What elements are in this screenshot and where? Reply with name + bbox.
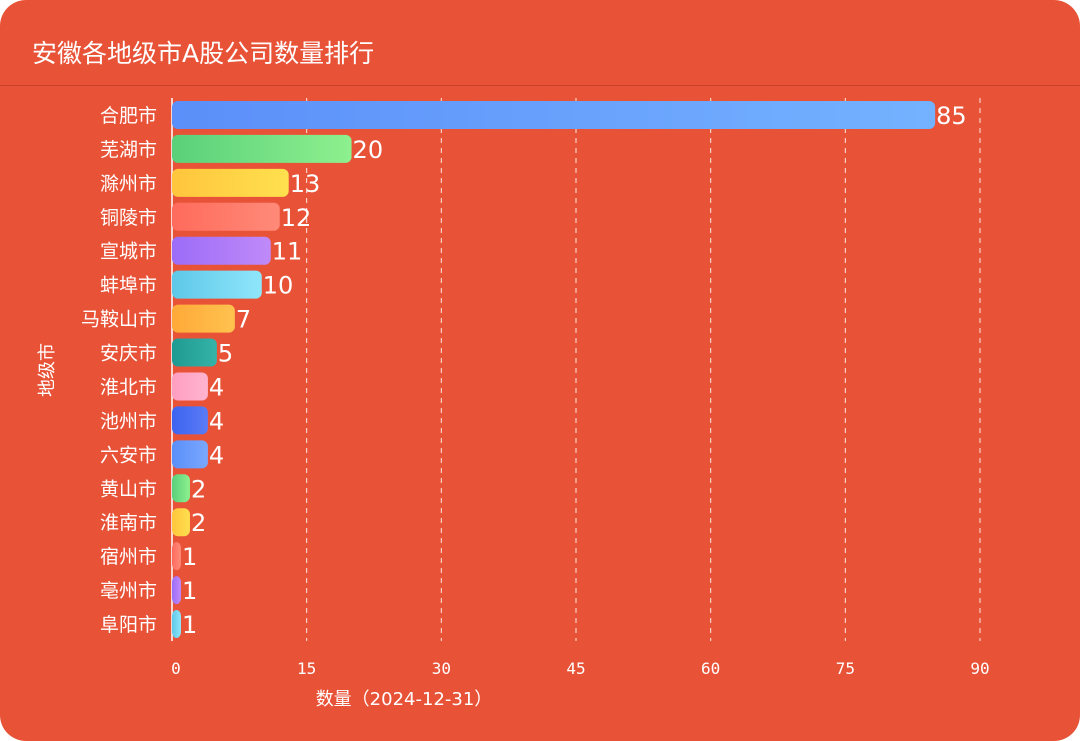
category-label: 铜陵市 bbox=[100, 207, 157, 229]
bar[interactable] bbox=[172, 610, 181, 639]
bar[interactable] bbox=[172, 406, 208, 435]
value-label: 2 bbox=[191, 475, 206, 503]
bars bbox=[172, 100, 936, 639]
x-tick-label: 15 bbox=[297, 659, 316, 678]
bar[interactable] bbox=[172, 542, 181, 571]
value-label: 11 bbox=[272, 238, 303, 266]
value-label: 85 bbox=[936, 102, 967, 130]
category-label: 六安市 bbox=[100, 444, 157, 466]
bar[interactable] bbox=[172, 270, 262, 299]
category-label: 宣城市 bbox=[100, 241, 157, 263]
bar[interactable] bbox=[172, 304, 235, 333]
x-tick-label: 0 bbox=[171, 659, 181, 678]
y-axis-title: 地级市 bbox=[37, 343, 58, 397]
bar[interactable] bbox=[172, 440, 208, 469]
category-label: 黄山市 bbox=[100, 478, 157, 500]
bar[interactable] bbox=[172, 168, 289, 197]
x-tick-label: 75 bbox=[836, 659, 855, 678]
value-label: 20 bbox=[353, 136, 384, 164]
bar[interactable] bbox=[172, 372, 208, 401]
category-label: 宿州市 bbox=[100, 546, 157, 568]
category-label: 阜阳市 bbox=[100, 614, 157, 636]
category-label: 蚌埠市 bbox=[100, 275, 157, 297]
value-label: 5 bbox=[218, 340, 233, 368]
category-label: 安庆市 bbox=[100, 343, 157, 365]
category-label: 合肥市 bbox=[100, 105, 157, 127]
value-label: 2 bbox=[191, 509, 206, 537]
bar[interactable] bbox=[172, 100, 936, 129]
x-tick-label: 30 bbox=[432, 659, 451, 678]
bar[interactable] bbox=[172, 338, 217, 367]
value-label: 13 bbox=[290, 170, 321, 198]
bar[interactable] bbox=[172, 576, 181, 605]
bar[interactable] bbox=[172, 134, 352, 163]
x-tick-label: 45 bbox=[566, 659, 585, 678]
title-divider bbox=[0, 85, 1080, 86]
category-label: 马鞍山市 bbox=[81, 309, 157, 331]
value-label: 1 bbox=[182, 611, 197, 639]
value-label: 1 bbox=[182, 543, 197, 571]
value-label: 4 bbox=[209, 407, 224, 435]
value-label: 1 bbox=[182, 577, 197, 605]
chart-title: 安徽各地级市A股公司数量排行 bbox=[32, 39, 375, 68]
value-label: 4 bbox=[209, 441, 224, 469]
value-label: 12 bbox=[281, 204, 312, 232]
category-label: 池州市 bbox=[100, 410, 157, 432]
bar[interactable] bbox=[172, 236, 271, 265]
bar[interactable] bbox=[172, 474, 190, 503]
bar[interactable] bbox=[172, 508, 190, 537]
value-label: 7 bbox=[236, 306, 251, 334]
category-label: 亳州市 bbox=[100, 580, 157, 602]
x-axis-title: 数量（2024-12-31） bbox=[316, 689, 493, 710]
bar[interactable] bbox=[172, 202, 280, 231]
x-tick-label: 60 bbox=[701, 659, 720, 678]
value-label: 4 bbox=[209, 373, 224, 401]
category-label: 滁州市 bbox=[100, 173, 157, 195]
value-label: 10 bbox=[263, 272, 294, 300]
category-label: 芜湖市 bbox=[100, 139, 157, 161]
x-tick-label: 90 bbox=[970, 659, 989, 678]
category-label: 淮北市 bbox=[100, 376, 157, 398]
category-label: 淮南市 bbox=[100, 512, 157, 534]
